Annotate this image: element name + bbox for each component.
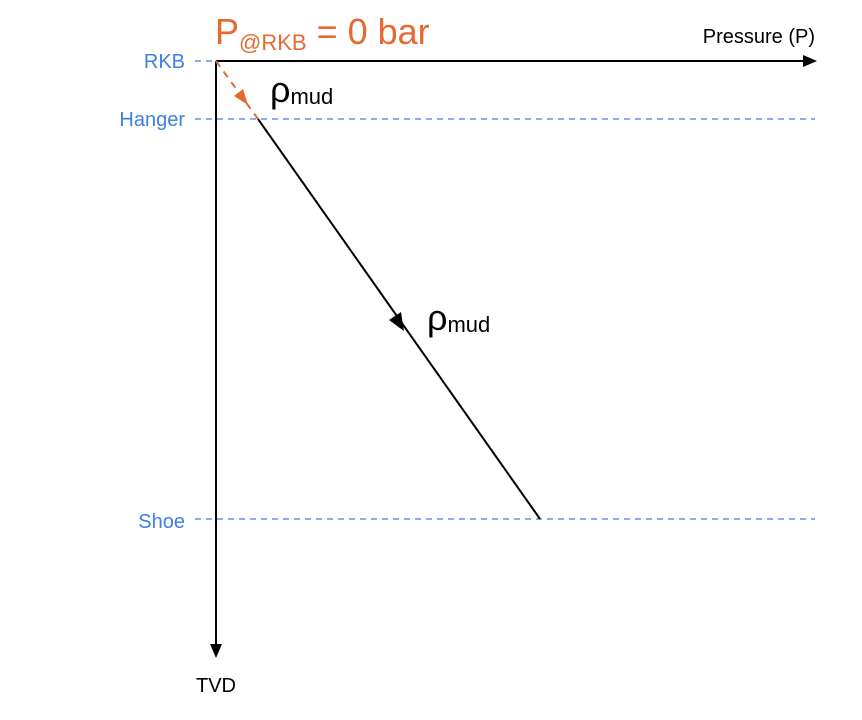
density-label: ρmud: [270, 69, 333, 110]
depth-label: RKB: [144, 51, 185, 73]
mud-arrow: [389, 312, 404, 331]
density-symbol: ρ: [427, 297, 447, 338]
density-symbol: ρ: [270, 69, 290, 110]
title-rest: = 0 bar: [317, 11, 430, 52]
depth-label: Shoe: [138, 511, 185, 533]
density-subscript: mud: [290, 84, 333, 109]
depth-label: Hanger: [119, 109, 185, 131]
x-axis-label: Pressure (P): [703, 26, 815, 48]
title-subscript: @RKB: [239, 30, 307, 55]
segment-arrow: [234, 89, 248, 105]
density-label: ρmud: [427, 297, 490, 338]
title-symbol: P: [215, 11, 239, 52]
rkb-hanger-segment: [215, 60, 259, 120]
y-axis-arrow: [210, 644, 222, 658]
x-axis-arrow: [803, 55, 817, 67]
title: P@RKB = 0 bar: [215, 11, 430, 55]
density-subscript: mud: [447, 312, 490, 337]
y-axis-label: TVD: [196, 675, 236, 697]
